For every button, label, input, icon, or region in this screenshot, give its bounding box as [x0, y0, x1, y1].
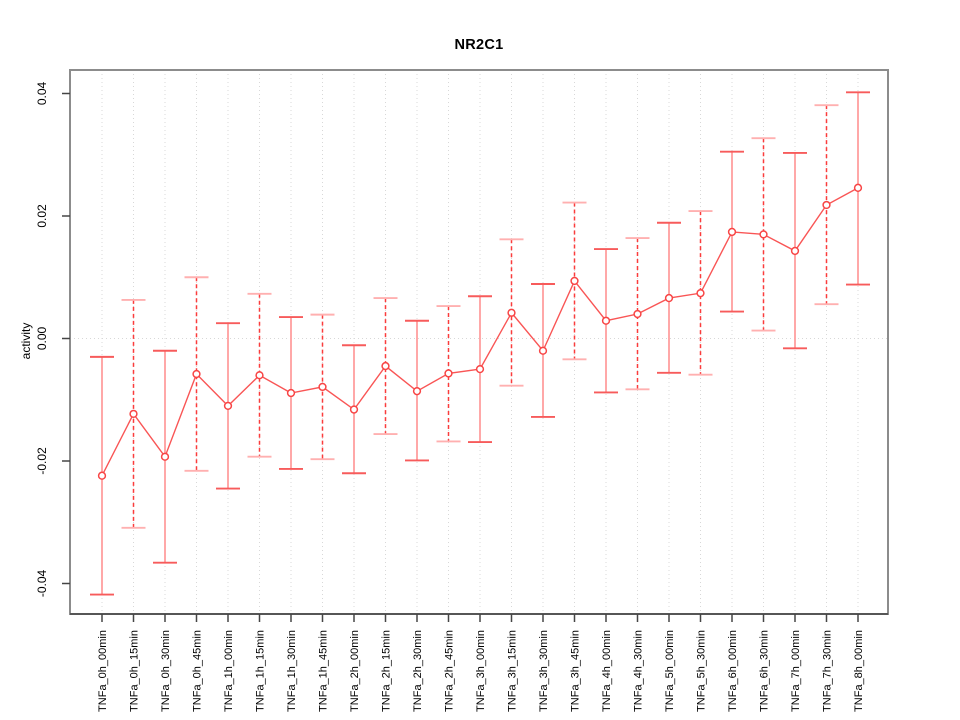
data-point [129, 409, 138, 418]
x-tick-label: TNFa_1h_45min [318, 630, 330, 712]
data-point [664, 293, 674, 303]
x-tick-label: TNFa_7h_30min [822, 630, 834, 712]
data-point [255, 371, 264, 380]
x-tick-label: TNFa_6h_00min [727, 630, 739, 712]
error-bar [436, 305, 461, 443]
data-point [570, 276, 579, 286]
x-tick-label: TNFa_2h_30min [412, 630, 424, 712]
x-tick-label: TNFa_2h_45min [444, 630, 456, 712]
data-point [444, 369, 453, 378]
data-point [822, 200, 831, 210]
x-tick-label: TNFa_7h_00min [790, 630, 802, 712]
data-point [286, 388, 296, 398]
x-tick-label: TNFa_6h_30min [759, 630, 771, 712]
data-point [412, 387, 422, 396]
y-tick-label: 0.02 [35, 204, 49, 228]
x-tick-label: TNFa_1h_30min [286, 630, 298, 712]
data-point [381, 361, 390, 371]
y-tick-label: 0.00 [35, 326, 49, 350]
x-tick-label: TNFa_3h_15min [507, 630, 519, 712]
data-point [160, 452, 170, 461]
y-tick-label: -0.04 [35, 570, 49, 598]
x-tick-label: TNFa_0h_45min [192, 630, 204, 712]
x-tick-label: TNFa_5h_30min [696, 630, 708, 712]
x-tick-label: TNFa_2h_15min [381, 630, 393, 712]
data-point [538, 346, 548, 355]
error-bar [688, 210, 713, 376]
data-point [633, 309, 642, 319]
x-tick-label: TNFa_0h_30min [160, 630, 172, 712]
x-tick-label: TNFa_5h_00min [664, 630, 676, 712]
data-point [790, 246, 800, 256]
data-point [601, 316, 611, 325]
x-tick-label: TNFa_3h_30min [538, 630, 550, 712]
data-point [853, 183, 863, 192]
data-point [349, 405, 359, 414]
error-bar [751, 137, 776, 332]
error-bar [625, 237, 650, 391]
x-tick-label: TNFa_8h_00min [853, 630, 865, 712]
y-axis-label: activity [19, 322, 33, 360]
data-point [223, 401, 233, 411]
chart-title: NR2C1 [454, 37, 504, 53]
x-tick-label: TNFa_2h_00min [349, 630, 361, 712]
data-point [475, 364, 485, 374]
y-tick-label: -0.02 [35, 447, 49, 475]
data-point [192, 369, 201, 379]
plot-frame [69, 69, 889, 615]
data-point [318, 382, 327, 392]
x-tick-label: TNFa_1h_00min [223, 630, 235, 712]
x-tick-label: TNFa_1h_15min [255, 630, 267, 712]
y-tick-label: 0.04 [35, 81, 49, 105]
x-tick-label: TNFa_4h_00min [601, 630, 613, 712]
error-bar [247, 292, 272, 458]
error-bar [184, 276, 209, 472]
data-point [759, 230, 768, 239]
data-point [727, 227, 737, 237]
x-tick-label: TNFa_0h_15min [129, 630, 141, 712]
x-tick-label: TNFa_3h_45min [570, 630, 582, 712]
x-tick-label: TNFa_4h_30min [633, 630, 645, 712]
data-point [97, 471, 107, 480]
x-tick-label: TNFa_3h_00min [475, 630, 487, 712]
x-tick-label: TNFa_0h_00min [97, 630, 109, 712]
data-point [696, 289, 705, 298]
data-point [507, 308, 516, 317]
error-bar [373, 297, 398, 435]
